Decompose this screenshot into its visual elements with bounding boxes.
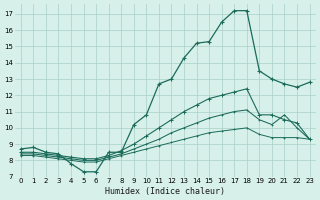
X-axis label: Humidex (Indice chaleur): Humidex (Indice chaleur)	[105, 187, 225, 196]
